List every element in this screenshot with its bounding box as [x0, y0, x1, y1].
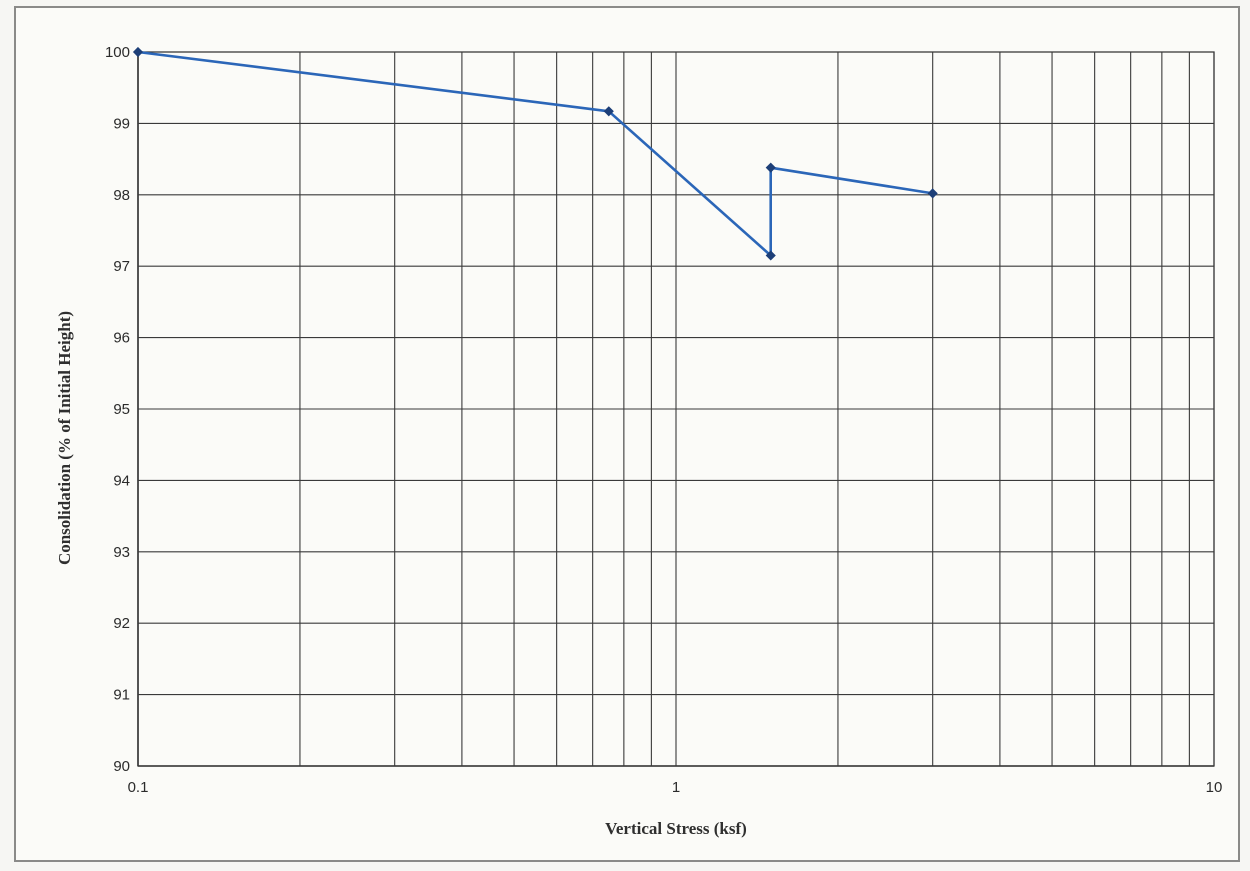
- y-tick-label: 92: [113, 615, 130, 632]
- grid: [137, 51, 1215, 767]
- y-tick-label: 96: [113, 330, 130, 347]
- chart-frame: [14, 6, 1240, 862]
- y-tick-labels: 90 91 92 93 94 95 96 97 98 99 100: [105, 44, 130, 775]
- data-series: [132, 46, 938, 261]
- y-tick-label: 98: [113, 187, 130, 204]
- series-line: [137, 50, 933, 257]
- y-tick-label: 90: [113, 758, 130, 775]
- x-tick-label: 1: [672, 779, 680, 796]
- y-axis-title: Consolidation (% of Initial Height): [55, 311, 74, 565]
- y-tick-label: 93: [113, 544, 130, 561]
- data-point: [765, 250, 776, 261]
- data-point: [765, 162, 776, 173]
- y-tick-label: 99: [113, 115, 130, 132]
- x-tick-label: 0.1: [128, 779, 149, 796]
- data-point: [927, 188, 938, 199]
- data-point: [603, 106, 614, 117]
- x-tick-label: 10: [1206, 779, 1223, 796]
- plot-area-border: [137, 51, 1215, 767]
- y-tick-label: 95: [113, 401, 130, 418]
- y-tick-label: 91: [113, 687, 130, 704]
- x-tick-labels: 0.1 1 10: [128, 779, 1223, 796]
- y-tick-label: 100: [105, 44, 130, 61]
- x-axis-title: Vertical Stress (ksf): [605, 819, 747, 838]
- data-point: [132, 46, 144, 58]
- y-tick-label: 94: [113, 472, 130, 489]
- y-tick-label: 97: [113, 258, 130, 275]
